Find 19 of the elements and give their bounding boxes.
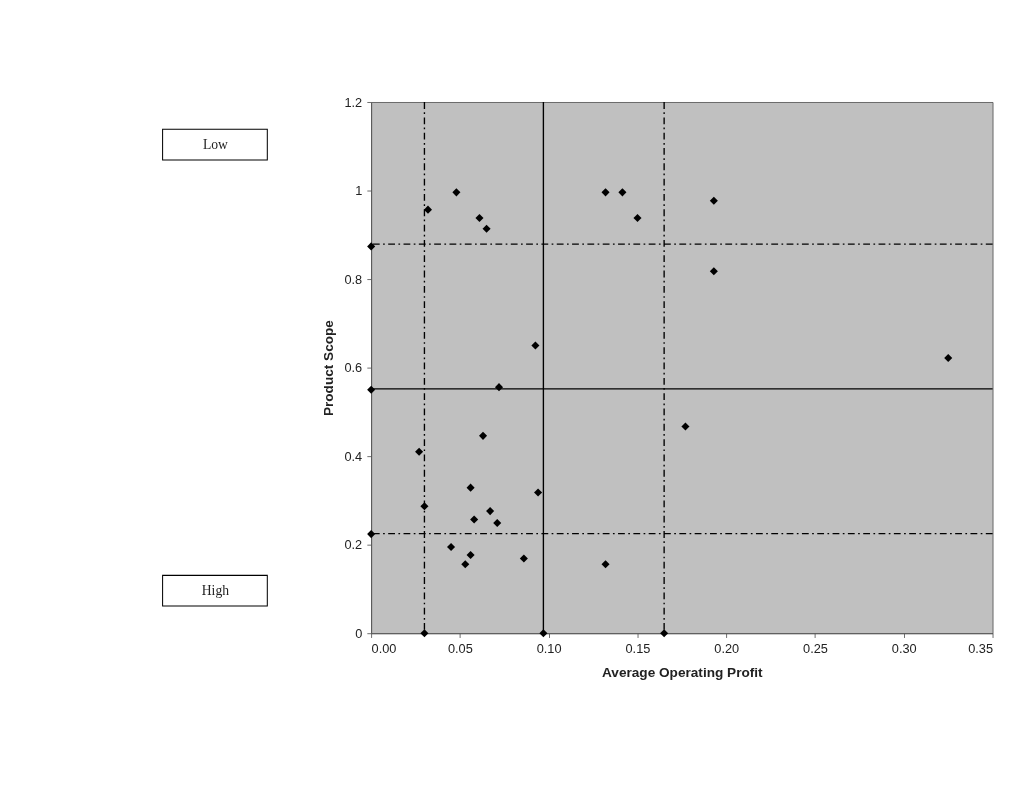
x-tick-label: 0.30 <box>891 641 917 657</box>
y-tick-label: 0 <box>355 625 363 641</box>
y-tick-label: 0.8 <box>344 271 363 287</box>
text: High <box>201 582 230 598</box>
x-tick-label: 0.05 <box>447 641 473 657</box>
text: Low <box>202 136 229 152</box>
x-axis-title: Average Operating Profit <box>602 665 764 681</box>
y-tick-label: 0.2 <box>344 537 363 553</box>
y-tick-label: 1.2 <box>344 94 363 110</box>
x-tick-label: 0.25 <box>803 641 828 657</box>
x-tick-label: 0.20 <box>714 641 740 657</box>
x-tick-label: 0.10 <box>536 641 562 657</box>
x-tick-label: 0.35 <box>968 641 994 657</box>
y-tick-label: 1 <box>355 183 363 199</box>
y-tick-label: 0.6 <box>344 360 363 376</box>
x-tick-label: 0.00 <box>371 641 397 657</box>
y-tick-label: 0.4 <box>344 448 363 464</box>
y-axis-title: Product Scope <box>321 319 337 417</box>
x-tick-label: 0.15 <box>625 641 651 657</box>
